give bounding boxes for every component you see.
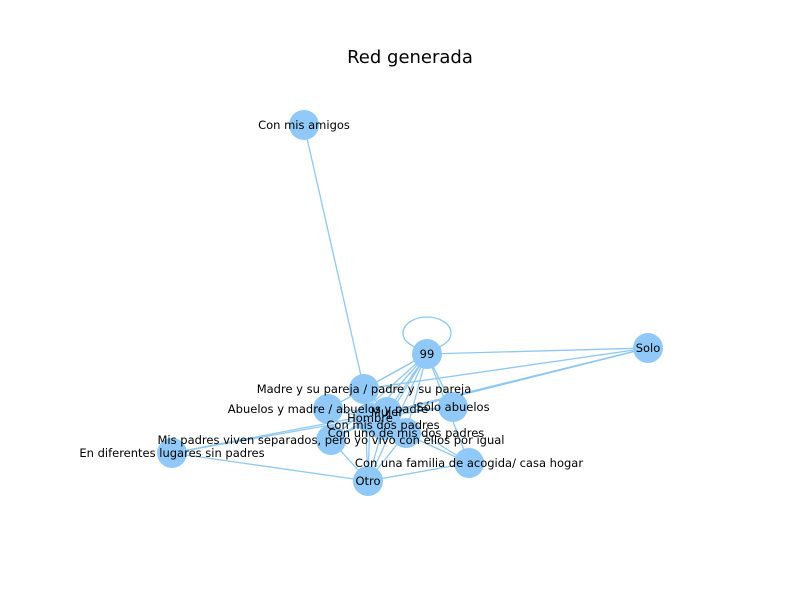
node-diferentes	[157, 438, 187, 468]
node-layer	[157, 110, 663, 496]
node-label-separados: Mis padres viven separados, pero yo vivo…	[158, 433, 505, 447]
edge-n99-separados	[330, 353, 428, 441]
node-amigos	[289, 110, 319, 140]
edge-solo-madre_pareja	[363, 347, 649, 390]
node-uno_padres	[391, 418, 421, 448]
node-label-amigos: Con mis amigos	[258, 118, 350, 132]
node-label-abuelos_madre: Abuelos y madre / abuelos y padre	[228, 402, 428, 416]
node-madre_pareja	[349, 374, 379, 404]
label-layer: Con mis amigos 99 Solo Madre y su pareja / …	[79, 118, 660, 488]
node-label-madre_pareja: Madre y su pareja / padre y su pareja	[257, 382, 472, 396]
node-abuelos_madre	[313, 394, 343, 424]
edge-acogida-otro	[367, 462, 470, 482]
edge-diferentes-otro	[171, 452, 369, 482]
edge-amigos-madre_pareja	[303, 124, 365, 390]
node-label-otro: Otro	[355, 474, 380, 488]
edge-solo-hombre	[369, 347, 649, 419]
node-solo	[633, 333, 663, 363]
node-label-hombre: Hombre	[347, 411, 393, 425]
edge-n99-solo	[426, 347, 649, 355]
node-label-diferentes: En diferentes lugares sin padres	[79, 446, 264, 460]
node-acogida	[454, 448, 484, 478]
node-otro	[353, 466, 383, 496]
node-label-solo_abuelos: Sólo abuelos	[416, 400, 489, 414]
node-separados	[316, 425, 346, 455]
edge-diferentes-hombre	[171, 417, 371, 454]
node-label-uno_padres: Con uno de mis dos padres	[328, 426, 485, 440]
node-dos_padres	[368, 410, 398, 440]
node-label-acogida: Con una familia de acogida/ casa hogar	[355, 456, 583, 470]
node-label-dos_padres: Con mis dos padres	[326, 418, 439, 432]
node-solo_abuelos	[438, 392, 468, 422]
node-label-mujer: Mujer	[371, 405, 403, 419]
node-n99	[412, 339, 442, 369]
node-label-n99: 99	[420, 347, 435, 361]
edge-n99-abuelos_madre	[327, 353, 428, 410]
node-label-solo: Solo	[636, 341, 661, 355]
diagram-title: Red generada	[347, 47, 473, 68]
